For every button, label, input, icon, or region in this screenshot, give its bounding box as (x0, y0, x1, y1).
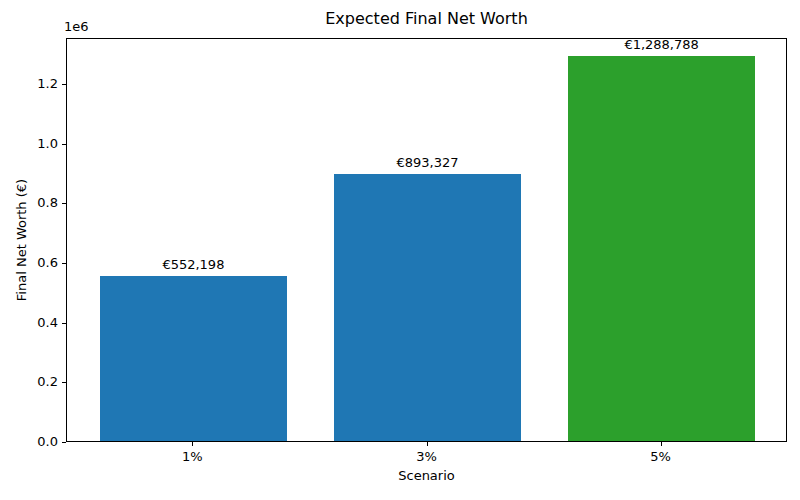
y-tick-label: 1.0 (0, 136, 58, 152)
y-tick-label: 0.2 (0, 374, 58, 390)
y-tick-mark (62, 382, 66, 383)
y-tick-label: 0.6 (0, 255, 58, 271)
x-tick-label: 3% (416, 449, 437, 465)
y-tick-mark (62, 442, 66, 443)
chart-title: Expected Final Net Worth (66, 9, 787, 29)
y-tick-label: 0.0 (0, 434, 58, 450)
y-tick-mark (62, 203, 66, 204)
y-tick-mark (62, 323, 66, 324)
bar-value-label: €893,327 (396, 155, 458, 170)
plot-area: €552,198 €893,327 €1,288,788 (66, 38, 787, 442)
x-axis-label: Scenario (66, 468, 787, 483)
bar-chart-figure: Expected Final Net Worth 1e6 €552,198 €89… (0, 0, 800, 500)
y-tick-label: 0.8 (0, 195, 58, 211)
y-axis-exponent-label: 1e6 (64, 19, 89, 34)
y-tick-label: 0.4 (0, 315, 58, 331)
x-tick-mark (192, 442, 193, 446)
y-axis-label: Final Net Worth (€) (14, 179, 29, 301)
bar-value-label: €552,198 (162, 257, 224, 272)
bar-5% (568, 56, 755, 441)
y-tick-mark (62, 263, 66, 264)
x-tick-label: 1% (182, 449, 203, 465)
y-tick-mark (62, 144, 66, 145)
x-tick-mark (661, 442, 662, 446)
x-tick-mark (427, 442, 428, 446)
y-tick-label: 1.2 (0, 76, 58, 92)
bar-3% (334, 174, 521, 441)
y-tick-mark (62, 84, 66, 85)
bar-1% (100, 276, 287, 441)
bar-value-label: €1,288,788 (624, 37, 698, 52)
x-tick-label: 5% (650, 449, 671, 465)
